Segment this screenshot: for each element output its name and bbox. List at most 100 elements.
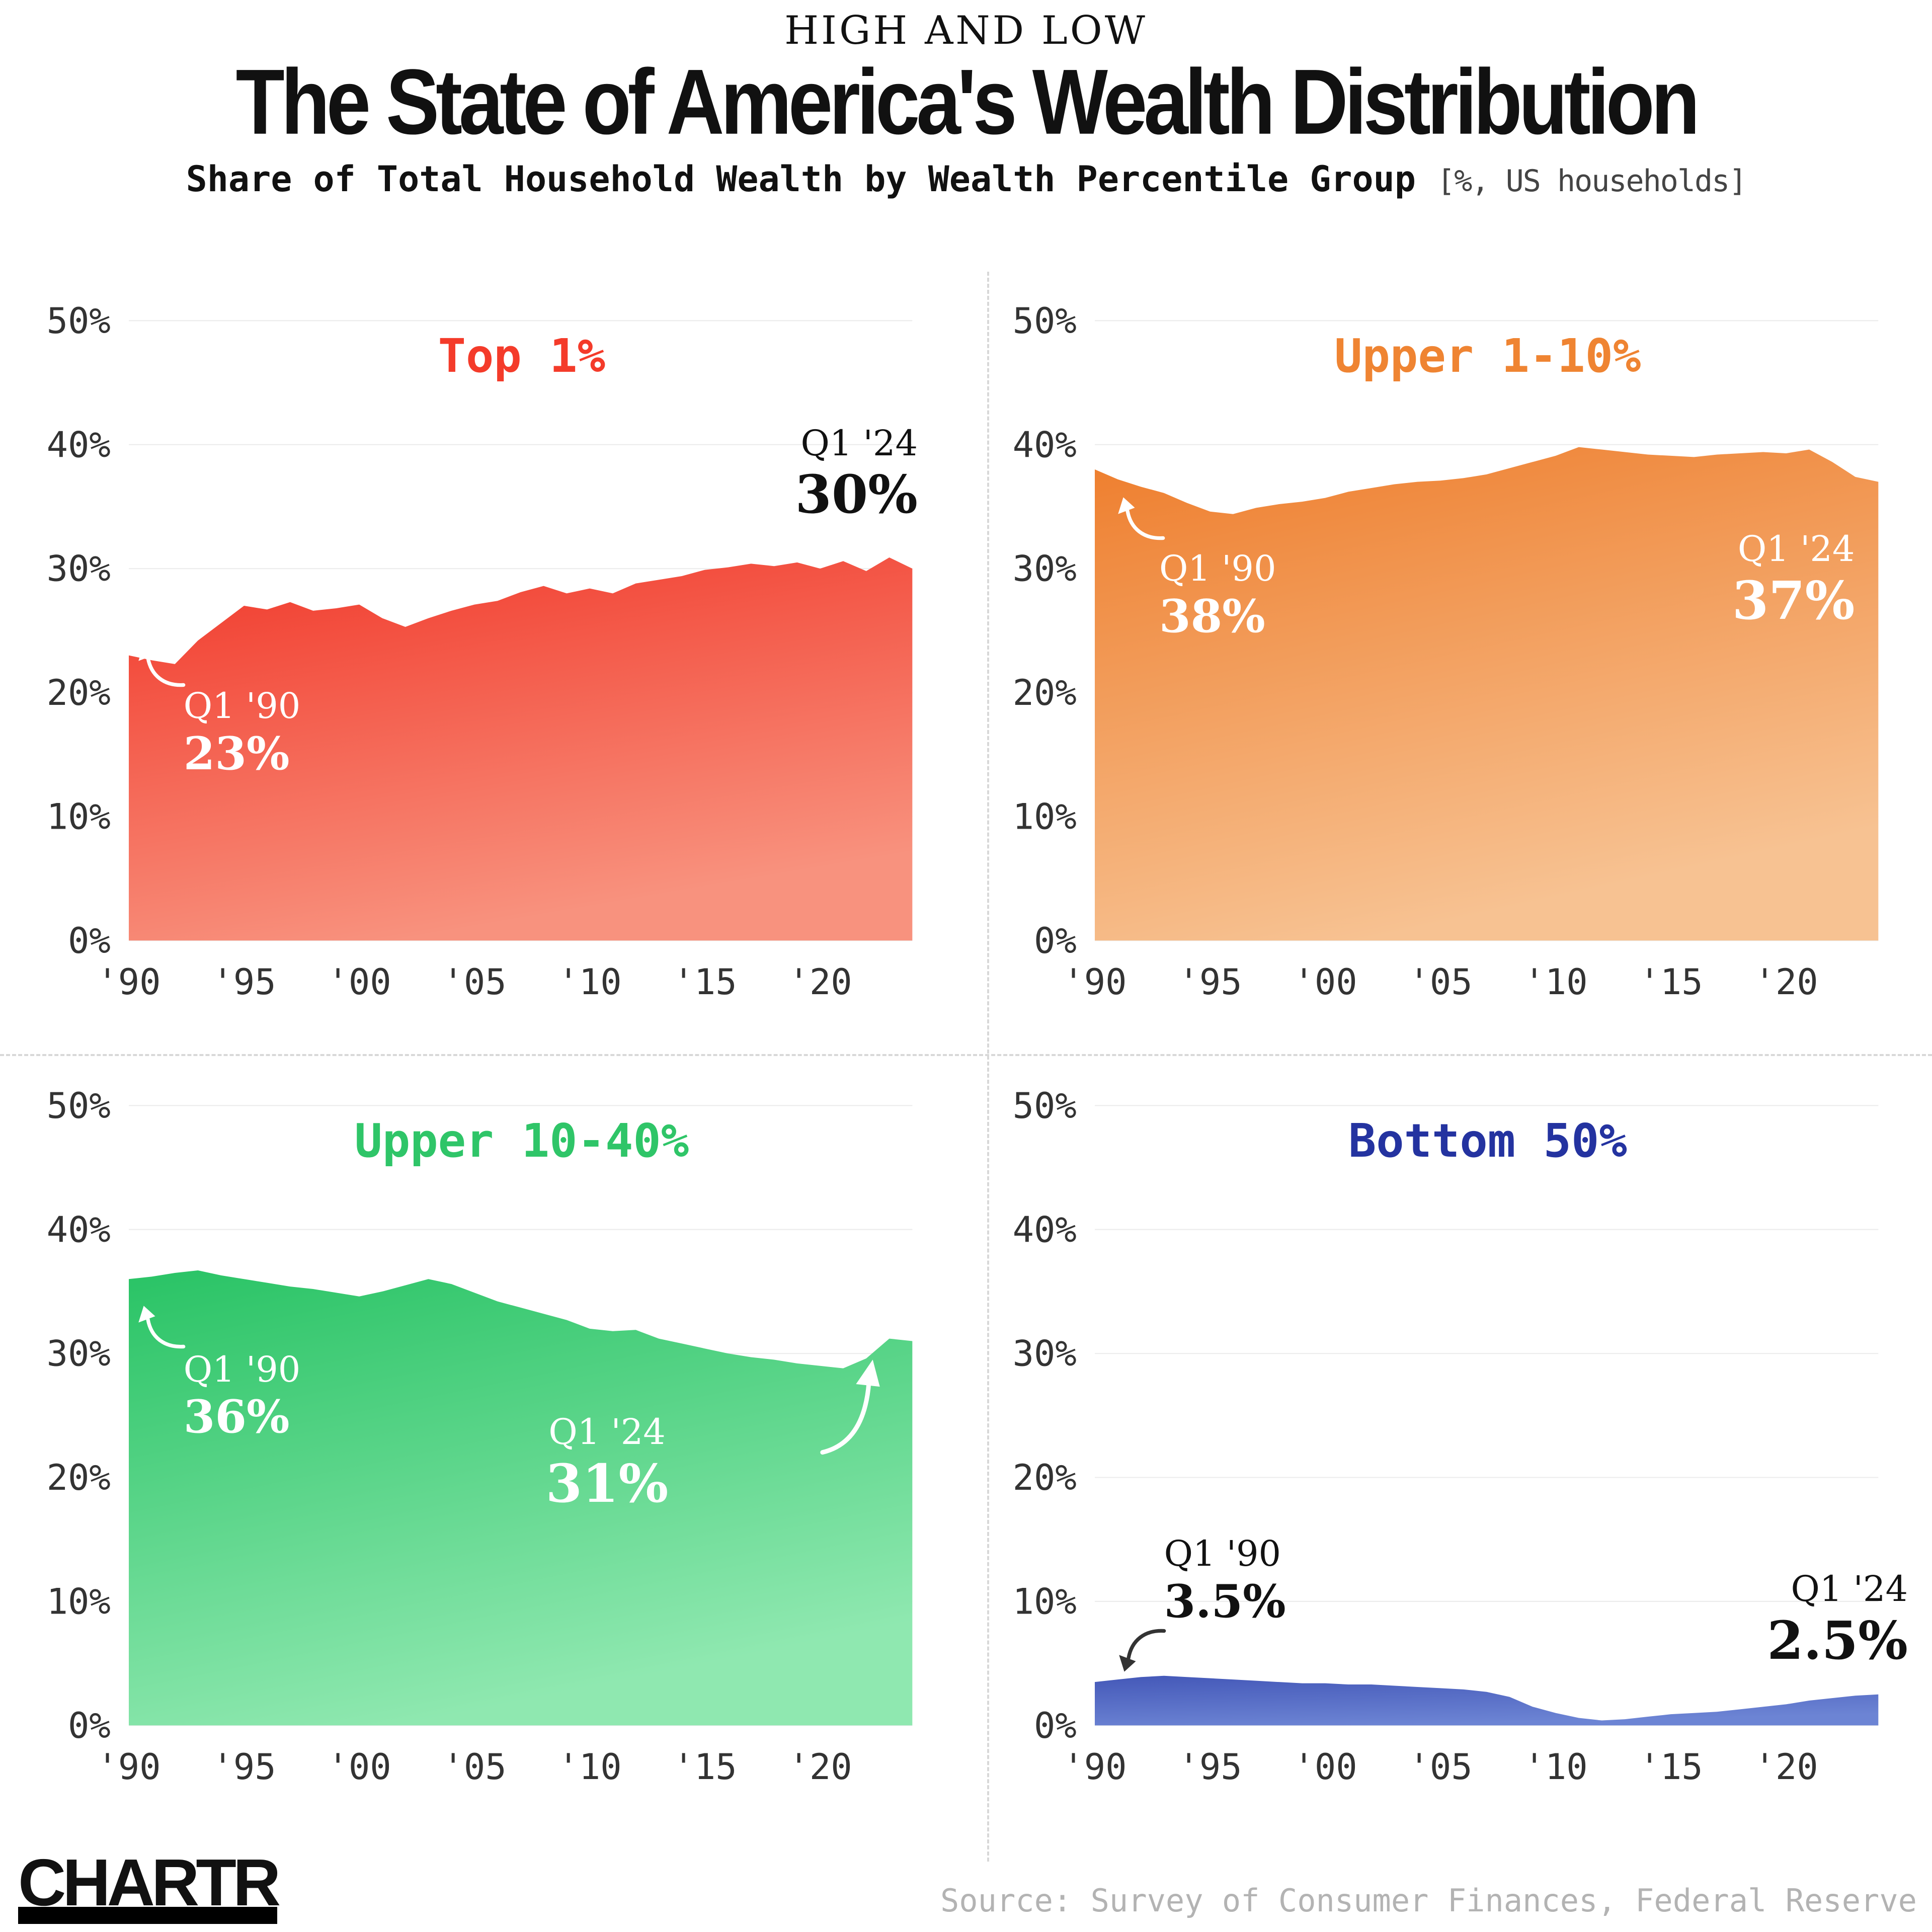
svg-text:'90: '90	[97, 961, 160, 1003]
svg-text:'00: '00	[1293, 1746, 1357, 1788]
svg-text:'15: '15	[1639, 961, 1703, 1003]
annotation-label: Q1 '24	[1791, 1568, 1908, 1610]
subtitle-unit: [%, US households]	[1437, 164, 1747, 199]
svg-text:0%: 0%	[68, 1705, 111, 1746]
svg-text:'95: '95	[1178, 961, 1242, 1003]
annotation-value: 37%	[1732, 569, 1855, 631]
svg-text:40%: 40%	[1013, 424, 1077, 465]
svg-text:'95: '95	[212, 961, 276, 1003]
svg-text:10%: 10%	[47, 796, 111, 837]
panel-top-1pct: Top 1% 0% 10% 20% 30% 40% 50% '90 '95 '00 '05 '10 '…	[0, 262, 966, 1046]
svg-text:0%: 0%	[1034, 1705, 1077, 1746]
svg-text:'15: '15	[673, 1746, 737, 1788]
subtitle-text: Share of Total Household Wealth by Wealt…	[186, 158, 1416, 200]
svg-text:30%: 30%	[1013, 548, 1077, 590]
svg-text:30%: 30%	[47, 1333, 111, 1375]
svg-text:'90: '90	[97, 1746, 160, 1788]
svg-text:50%: 50%	[1013, 300, 1077, 342]
svg-text:20%: 20%	[1013, 1457, 1077, 1498]
page-title: The State of America's Wealth Distributi…	[235, 50, 1700, 154]
annotation-label: Q1 '90	[183, 1348, 301, 1390]
svg-text:10%: 10%	[47, 1581, 111, 1622]
chartr-logo-text: CHARTR	[18, 1845, 281, 1920]
svg-text:40%: 40%	[1013, 1209, 1077, 1250]
annotation-value: 30%	[795, 463, 918, 526]
svg-text:10%: 10%	[1013, 796, 1077, 837]
annotation-start: Q1 '90 38%	[1159, 548, 1276, 643]
annotation-value: 36%	[183, 1390, 290, 1444]
curved-arrow-up-icon	[820, 1359, 880, 1455]
annotation-end: Q1 '24 30%	[795, 423, 918, 526]
svg-text:'15: '15	[1639, 1746, 1703, 1788]
svg-text:'10: '10	[1524, 961, 1588, 1003]
svg-text:40%: 40%	[47, 424, 111, 465]
chart-title-upper-10-40pct: Upper 10-40%	[354, 1114, 689, 1168]
annotation-label: Q1 '24	[548, 1411, 666, 1453]
svg-text:'95: '95	[212, 1746, 276, 1788]
svg-text:'00: '00	[327, 1746, 391, 1788]
svg-text:'00: '00	[1293, 961, 1357, 1003]
svg-text:50%: 50%	[1013, 1085, 1077, 1126]
area-chart-bottom-50pct: 0% 10% 20% 30% 40% 50% '90 '95 '00 '05 '10 '15 '20	[1013, 1085, 1879, 1788]
area-chart-top-1pct: 0% 10% 20% 30% 40% 50% '90 '95 '00 '05 '10 '15 '20	[47, 300, 913, 1003]
svg-text:'05: '05	[442, 1746, 506, 1788]
annotation-label: Q1 '24	[800, 422, 918, 464]
annotation-start: Q1 '90 36%	[184, 1349, 301, 1444]
svg-text:'05: '05	[1408, 961, 1472, 1003]
svg-text:'20: '20	[788, 961, 852, 1003]
panel-upper-1-10pct: Upper 1-10% 0% 10% 20% 30% 40% 50% '90 '95 '00 '0…	[966, 262, 1932, 1046]
svg-text:10%: 10%	[1013, 1581, 1077, 1622]
chart-title-upper-1-10pct: Upper 1-10%	[1334, 329, 1641, 383]
annotation-end: Q1 '24 2.5%	[1767, 1568, 1908, 1671]
svg-text:'05: '05	[442, 961, 506, 1003]
source-credit: Source: Survey of Consumer Finances, Fed…	[940, 1882, 1917, 1919]
svg-text:'10: '10	[558, 961, 622, 1003]
svg-text:20%: 20%	[47, 672, 111, 713]
annotation-value: 31%	[545, 1452, 669, 1514]
horizontal-divider	[0, 1054, 1932, 1056]
svg-text:'90: '90	[1063, 961, 1126, 1003]
svg-text:'20: '20	[788, 1746, 852, 1788]
annotation-label: Q1 '90	[183, 685, 301, 727]
svg-text:20%: 20%	[1013, 672, 1077, 713]
chart-title-bottom-50pct: Bottom 50%	[1348, 1114, 1627, 1168]
svg-text:50%: 50%	[47, 1085, 111, 1126]
annotation-label: Q1 '90	[1159, 548, 1276, 590]
annotation-end: Q1 '24 31%	[546, 1411, 669, 1514]
area-chart-upper-10-40pct: 0% 10% 20% 30% 40% 50% '90 '95 '00 '05 '10 '15 '20	[47, 1085, 913, 1788]
svg-text:40%: 40%	[47, 1209, 111, 1250]
kicker: HIGH AND LOW	[784, 8, 1148, 53]
panel-upper-10-40pct: Upper 10-40% 0% 10% 20% 30% 40% 50% '90 '95 '00 '…	[0, 1046, 966, 1831]
curved-arrow-down-icon	[1118, 1629, 1166, 1672]
svg-text:'95: '95	[1178, 1746, 1242, 1788]
footer: CHARTR Source: Survey of Consumer Financ…	[18, 1845, 1917, 1924]
header: HIGH AND LOW The State of America's Weal…	[0, 0, 1932, 200]
annotation-value: 23%	[183, 727, 290, 780]
chart-title-top-1pct: Top 1%	[438, 329, 605, 383]
chartr-logo-bar	[18, 1907, 278, 1924]
svg-text:'20: '20	[1754, 1746, 1818, 1788]
annotation-start: Q1 '90 3.5%	[1164, 1533, 1286, 1628]
svg-text:'20: '20	[1754, 961, 1818, 1003]
chart-grid: Top 1% 0% 10% 20% 30% 40% 50% '90 '95 '00 '05 '10 '…	[0, 262, 1932, 1831]
annotation-end: Q1 '24 37%	[1732, 528, 1855, 631]
svg-text:'10: '10	[1524, 1746, 1588, 1788]
annotation-label: Q1 '24	[1737, 528, 1855, 570]
curved-arrow-icon	[138, 1306, 186, 1349]
curved-arrow-icon	[1118, 497, 1165, 540]
annotation-start: Q1 '90 23%	[184, 685, 301, 780]
annotation-label: Q1 '90	[1164, 1533, 1281, 1575]
svg-text:'05: '05	[1408, 1746, 1472, 1788]
annotation-value: 2.5%	[1767, 1609, 1908, 1671]
svg-text:0%: 0%	[68, 920, 111, 961]
panel-bottom-50pct: Bottom 50% 0% 10% 20% 30% 40% 50% '90 '95 '00 '05…	[966, 1046, 1932, 1831]
area-chart-upper-1-10pct: 0% 10% 20% 30% 40% 50% '90 '95 '00 '05 '10 '15 '20	[1013, 300, 1879, 1003]
annotation-value: 3.5%	[1164, 1574, 1286, 1628]
svg-text:20%: 20%	[47, 1457, 111, 1498]
svg-text:50%: 50%	[47, 300, 111, 342]
subtitle: Share of Total Household Wealth by Wealt…	[0, 158, 1932, 200]
svg-text:0%: 0%	[1034, 920, 1077, 961]
svg-text:'10: '10	[558, 1746, 622, 1788]
chartr-logo: CHARTR	[18, 1845, 281, 1924]
